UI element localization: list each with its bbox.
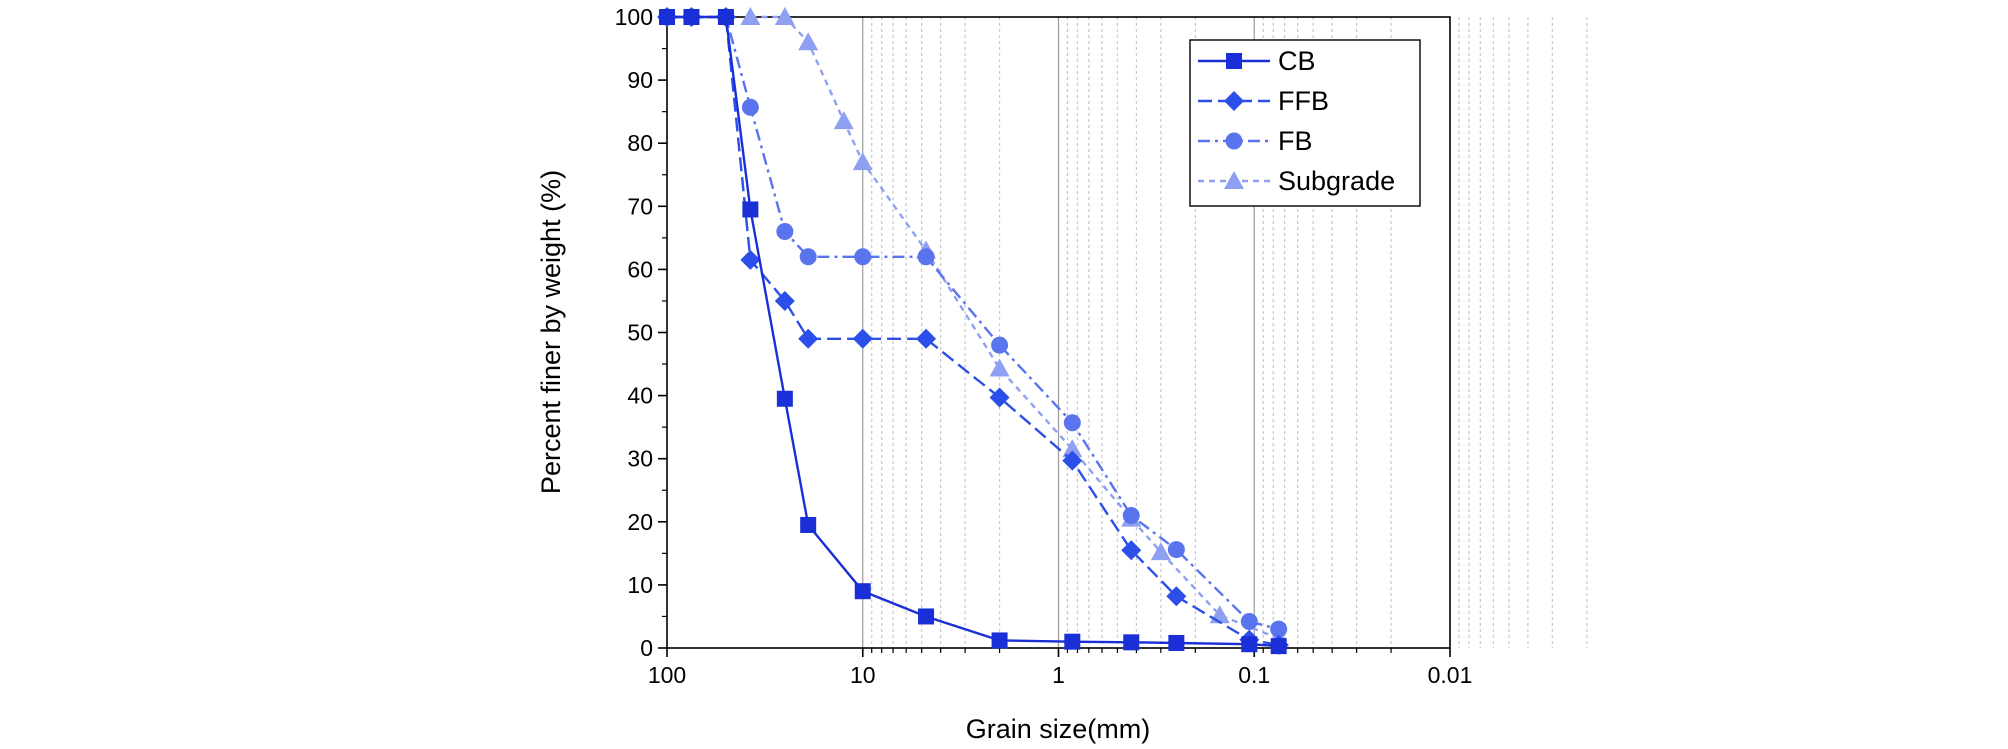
legend-label-subgrade: Subgrade	[1278, 166, 1395, 196]
legend-marker-ffb	[1224, 91, 1244, 111]
y-tick-label: 80	[627, 130, 653, 156]
data-point-ffb	[774, 290, 795, 311]
series-line-cb	[667, 15, 1279, 648]
data-point-cb	[683, 9, 700, 25]
data-point-fb	[1122, 506, 1140, 524]
data-point-ffb	[1166, 586, 1187, 607]
data-point-ffb	[916, 328, 937, 349]
y-tick-label: 20	[627, 509, 653, 535]
x-tick-label: 100	[648, 662, 686, 688]
x-tick-label: 10	[850, 662, 876, 688]
y-tick-label: 70	[627, 193, 653, 219]
data-point-cb	[1123, 634, 1140, 651]
data-point-subgrade	[798, 32, 819, 51]
data-point-subgrade	[1209, 605, 1230, 624]
x-tick-label: 0.1	[1238, 662, 1270, 688]
data-point-cb	[1270, 638, 1287, 655]
series-line-fb	[667, 15, 1280, 631]
data-point-subgrade	[833, 111, 854, 130]
data-point-cb	[991, 632, 1008, 649]
legend-label-cb: CB	[1278, 46, 1316, 76]
data-point-fb	[1270, 620, 1288, 638]
data-point-fb	[776, 223, 794, 241]
data-point-ffb	[852, 328, 873, 349]
data-point-cb	[776, 390, 793, 407]
legend-marker-subgrade	[1224, 171, 1244, 189]
y-tick-label: 50	[627, 320, 653, 346]
legend-label-ffb: FFB	[1278, 86, 1329, 116]
data-point-fb	[799, 248, 817, 266]
data-point-subgrade	[852, 152, 873, 171]
data-point-subgrade	[1062, 439, 1083, 458]
data-point-cb	[717, 9, 734, 25]
data-point-fb	[917, 248, 935, 266]
data-point-ffb	[798, 328, 819, 349]
axis-ticks	[658, 16, 1451, 657]
x-tick-label: 1	[1052, 662, 1065, 688]
x-tick-label: 0.01	[1428, 662, 1473, 688]
data-point-cb	[1241, 636, 1258, 653]
data-point-fb	[741, 98, 759, 116]
data-point-fb	[991, 336, 1009, 354]
y-tick-label: 100	[615, 4, 653, 30]
legend-marker-cb	[1226, 53, 1242, 69]
data-point-ffb	[1121, 540, 1142, 561]
y-tick-label: 0	[640, 635, 653, 661]
y-axis-title: Percent finer by weight (%)	[536, 170, 566, 494]
data-point-cb	[742, 201, 759, 218]
data-point-cb	[1064, 633, 1081, 650]
data-point-cb	[800, 516, 817, 533]
y-tick-label: 10	[627, 572, 653, 598]
data-point-subgrade	[989, 358, 1010, 377]
data-point-subgrade	[774, 7, 795, 25]
y-tick-labels: 0 10 20 30 40 50 60 70 80 90 100	[615, 4, 653, 661]
x-tick-labels: 100 10 1 0.1 0.01	[648, 662, 1473, 688]
data-point-cb	[854, 583, 871, 600]
series-line-ffb	[667, 15, 1279, 646]
data-point-fb	[1240, 612, 1258, 630]
y-tick-label: 90	[627, 67, 653, 93]
data-point-ffb	[989, 387, 1010, 408]
data-point-fb	[1063, 414, 1081, 432]
series-cb	[659, 9, 1287, 655]
data-point-fb	[1167, 541, 1185, 559]
data-point-subgrade	[740, 7, 761, 25]
x-axis-title: Grain size(mm)	[966, 714, 1151, 744]
data-point-cb	[1168, 634, 1185, 651]
legend-marker-fb	[1225, 132, 1243, 150]
series-layer	[657, 7, 1289, 655]
series-line-subgrade	[750, 15, 1280, 640]
data-point-fb	[854, 248, 872, 266]
y-tick-label: 60	[627, 256, 653, 282]
y-tick-label: 40	[627, 383, 653, 409]
data-point-subgrade	[1150, 542, 1171, 561]
legend: CB FFB FB Subgrade	[1189, 39, 1421, 207]
data-point-ffb	[1062, 450, 1083, 471]
y-tick-label: 30	[627, 446, 653, 472]
data-point-cb	[659, 9, 675, 25]
legend-label-fb: FB	[1278, 126, 1313, 156]
data-point-cb	[918, 608, 935, 625]
data-point-ffb	[740, 249, 761, 270]
